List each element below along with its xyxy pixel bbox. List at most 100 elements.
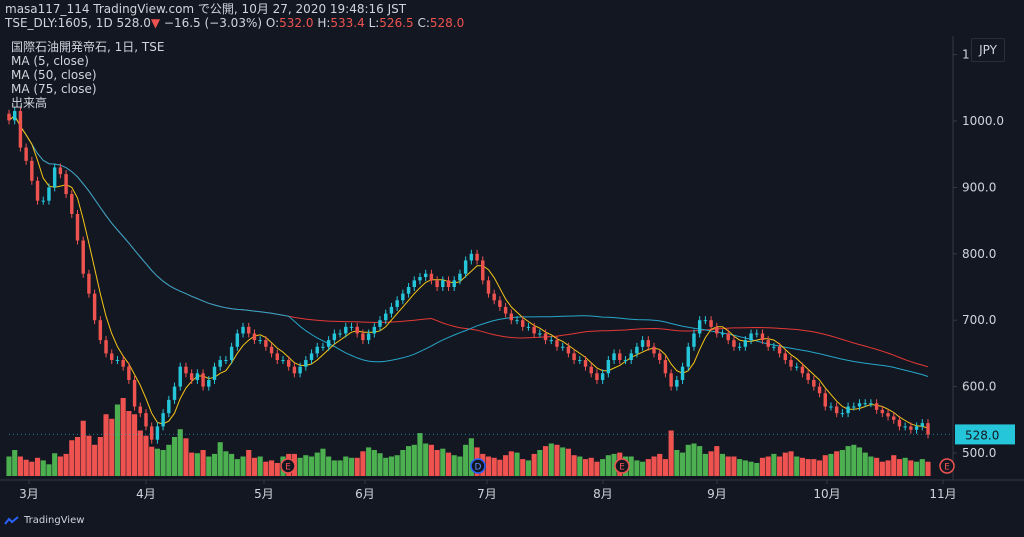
legend-title: 国際石油開発帝石, 1日, TSE (11, 40, 165, 54)
volume-bar (525, 460, 532, 476)
price-tick-label: 900.0 (962, 180, 996, 194)
candle-body (737, 346, 742, 348)
candle-body (355, 326, 359, 334)
candle-body (777, 346, 782, 354)
time-axis[interactable]: 3月 4月 5月 6月 7月 8月 9月 10月 11月 (19, 480, 957, 501)
volume-bar (828, 453, 834, 476)
volume-bar (314, 452, 320, 476)
volume-bar (74, 437, 81, 476)
candle-body (812, 379, 816, 387)
publish-info: masa117_114 TradingView.com で公開, 10月 27,… (5, 2, 407, 16)
candle-body (218, 360, 222, 367)
volume-bars (6, 398, 931, 476)
candle-body (823, 393, 827, 407)
volume-bar (645, 459, 651, 476)
volume-bar (160, 450, 166, 476)
price-tick-label: 500.0 (962, 446, 996, 460)
volume-bar (434, 450, 440, 476)
candle-body (269, 346, 274, 354)
volume-bar (748, 461, 754, 476)
volume-bar (206, 456, 212, 476)
volume-bar (571, 455, 577, 476)
last-price-badge (955, 424, 1015, 445)
time-tick-label: 10月 (813, 487, 840, 501)
candle-body (640, 340, 645, 347)
candle-body (189, 373, 194, 380)
candle-body (458, 273, 462, 281)
candle-body (435, 280, 439, 287)
event-marker-label: E (944, 463, 950, 473)
legend-ma75[interactable]: MA (75, close) (11, 82, 97, 96)
price-tick-label: 600.0 (962, 380, 996, 394)
candle-body (543, 333, 548, 341)
volume-bar (97, 437, 103, 476)
candle-body (749, 333, 753, 341)
candle-body (110, 353, 114, 361)
candle-body (98, 320, 103, 341)
volume-bar (577, 456, 583, 476)
volume-bar (320, 448, 326, 476)
volume-bar (103, 414, 109, 476)
volume-bar (708, 451, 714, 476)
event-marker[interactable]: E (280, 458, 296, 474)
candle-body (463, 260, 468, 274)
event-marker[interactable]: E (939, 458, 955, 474)
volume-bar (925, 461, 931, 476)
volume-bar (189, 452, 195, 476)
candle-body (446, 280, 451, 287)
candle-body (366, 333, 371, 341)
volume-bar (126, 411, 132, 476)
candle-body (349, 326, 354, 328)
candle-body (829, 406, 833, 408)
legend-ma5[interactable]: MA (5, close) (11, 54, 89, 68)
event-marker-circle (939, 458, 955, 474)
legend-ma50[interactable]: MA (50, close) (11, 68, 97, 82)
volume-bar (725, 456, 731, 476)
currency-button[interactable]: JPY (971, 38, 1005, 62)
candle-body (709, 320, 713, 327)
event-marker[interactable]: D (470, 458, 486, 474)
volume-bar (742, 460, 748, 476)
volume-bar (782, 452, 788, 476)
candle-body (549, 340, 553, 342)
change-value: −16.5 (−3.03%) (160, 16, 266, 30)
volume-bar (485, 456, 492, 476)
volume-bar (46, 464, 52, 476)
candle-body (486, 280, 491, 294)
volume-bar (891, 455, 897, 476)
volume-bar (560, 447, 566, 476)
volume-bar (326, 456, 332, 476)
candle-body (321, 346, 325, 348)
candle-body (578, 360, 582, 362)
volume-bar (674, 450, 680, 476)
candle-body (81, 240, 85, 274)
volume-bar (229, 453, 235, 476)
volume-bar (765, 456, 771, 476)
time-tick-label: 7月 (477, 487, 497, 501)
candle-body (315, 346, 319, 354)
volume-bar (263, 461, 269, 476)
volume-bar (440, 448, 446, 476)
candle-body (521, 320, 525, 327)
volume-bar (914, 461, 920, 476)
candle-body (658, 353, 662, 361)
event-marker[interactable]: E (614, 458, 630, 474)
candle-body (492, 293, 496, 301)
event-marker-circle (280, 458, 296, 474)
candle-body (47, 187, 51, 201)
candle-body (863, 403, 867, 405)
legend-volume[interactable]: 出来高 (11, 96, 48, 110)
candle-body (669, 373, 673, 387)
volume-bar (331, 460, 337, 476)
candle-body (35, 180, 40, 201)
candle-body (52, 167, 57, 188)
volume-bar (194, 453, 200, 476)
candle-body (406, 287, 411, 294)
candle-body (857, 403, 862, 407)
candle-body (138, 406, 142, 414)
volume-bar (234, 459, 240, 476)
candle-body (7, 113, 11, 121)
candle-body (235, 333, 240, 347)
